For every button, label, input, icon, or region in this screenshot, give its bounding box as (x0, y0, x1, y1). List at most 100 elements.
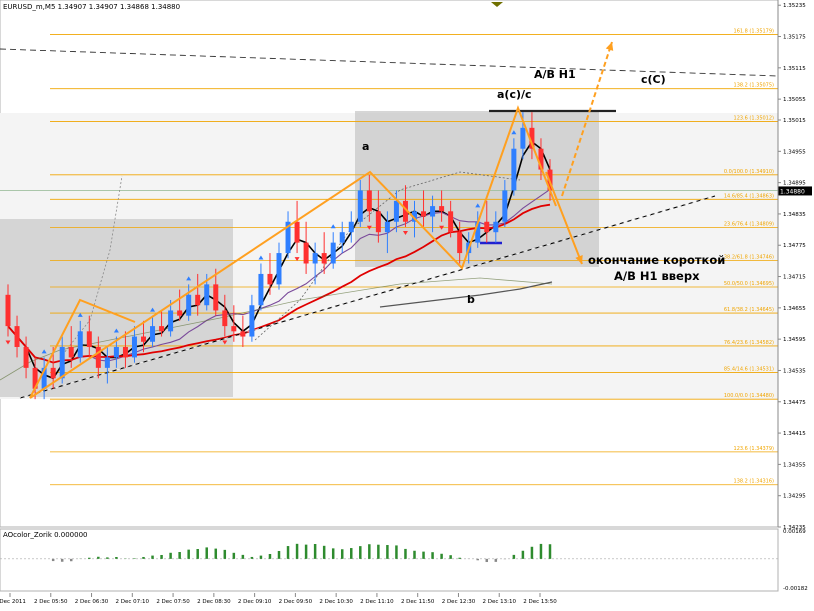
time-tick-label: 2 Dec 07:10 (116, 599, 150, 605)
candle-body (384, 221, 390, 233)
candle-body (321, 253, 327, 264)
chart-shift-marker (491, 2, 503, 7)
candle-body (312, 253, 318, 264)
fractal-down-marker (222, 340, 228, 345)
fractal-down-marker (402, 230, 408, 235)
candle-body (177, 310, 183, 316)
fib-level-label: 50.0/50.0 (1.34695) (724, 281, 774, 287)
fractal-down-marker (439, 225, 445, 230)
fib-level-label: 76.4/23.6 (1.34582) (724, 340, 774, 346)
candle-body (32, 367, 38, 389)
candle-body (59, 346, 65, 379)
candle-body (122, 346, 128, 358)
annotation-line-1: окончание короткой (588, 253, 725, 267)
fractal-up-marker (186, 276, 192, 281)
candle-body (276, 253, 282, 285)
time-tick-label: 2 Dec 09:50 (279, 599, 313, 605)
symbol-header: EURUSD_m,M5 1.34907 1.34907 1.34868 1.34… (3, 3, 181, 11)
price-tick-label: 1.34535 (783, 368, 806, 374)
fractal-up-marker (150, 307, 156, 312)
candle-body (195, 294, 201, 306)
fib-level-label: 85.4/14.6 (1.34531) (724, 367, 774, 373)
time-tick-label: 2 Dec 13:50 (523, 599, 557, 605)
candle-body (430, 206, 436, 217)
ab-h1-label: A/B H1 (534, 68, 576, 81)
fib-level-label: 100.0/0.0 (1.34480) (724, 393, 774, 399)
price-tick-label: 1.34895 (783, 181, 806, 187)
candle-body (41, 367, 47, 389)
range-box-right (355, 111, 599, 267)
candle-body (131, 336, 137, 358)
oscillator-tick-label: 0.00169 (783, 529, 806, 535)
time-tick-label: 2 Dec 10:30 (319, 599, 353, 605)
fib-level-label: 123.6 (1.34379) (734, 446, 775, 452)
ma-long-line (0, 277, 553, 381)
time-tick-label: 2 Dec 05:50 (34, 599, 68, 605)
price-tick-label: 1.34295 (783, 494, 806, 500)
fractal-up-marker (511, 130, 517, 135)
wave-count-path (29, 105, 557, 399)
ma-trend-segment (379, 281, 553, 308)
fractal-down-marker (294, 257, 300, 262)
wave-count-inner (29, 298, 136, 399)
candle-body (204, 284, 210, 306)
projection-arrow-down-head (575, 255, 583, 264)
candle-body (231, 326, 237, 332)
candle-body (538, 148, 544, 170)
fib-level-label: 61.8/38.2 (1.34645) (724, 307, 774, 313)
projection-arrow-down (545, 171, 583, 265)
fib-level-label: 14.6/85.4 (1.34863) (724, 193, 774, 199)
price-tick-label: 1.34415 (783, 431, 806, 437)
candle-body (412, 211, 417, 222)
wave-label-b: b (467, 293, 475, 306)
price-tick-label: 1.34475 (783, 400, 806, 406)
candle-body (475, 221, 481, 243)
fib-level-label: 138.2 (1.34316) (734, 479, 775, 485)
candle-body (168, 310, 174, 332)
candle-body (50, 367, 56, 379)
candle-body (95, 346, 101, 368)
candle-body (357, 190, 363, 222)
fractal-up-marker (475, 203, 481, 208)
candle-body (240, 331, 246, 337)
oscillator-header: AOcolor_Zorik 0.000000 (3, 531, 88, 539)
time-tick-label: 2 Dec 11:10 (360, 599, 394, 605)
price-tick-label: 1.34595 (783, 337, 806, 343)
time-tick-label: 2 Dec 2011 (0, 599, 26, 605)
fractal-down-marker (5, 340, 11, 345)
price-tick-label: 1.35115 (783, 66, 806, 72)
candle-body (303, 242, 309, 264)
candle-body (511, 148, 517, 191)
candle-body (330, 242, 336, 264)
price-tick-label: 1.34715 (783, 275, 806, 281)
fractal-up-marker (77, 312, 83, 317)
oscillator-tick-label: -0.00182 (783, 586, 808, 592)
candle-body (267, 273, 273, 285)
time-tick-label: 2 Dec 12:30 (442, 599, 476, 605)
fib-level-label: 138.2 (1.35075) (734, 83, 775, 89)
candle-body (186, 294, 192, 316)
time-tick-label: 2 Dec 06:30 (75, 599, 109, 605)
candle-body (222, 310, 228, 327)
price-tick-label: 1.34775 (783, 243, 806, 249)
candle-body (529, 127, 535, 149)
candle-body (86, 331, 92, 347)
candle-body (421, 211, 427, 217)
candle-body (294, 221, 300, 243)
price-tick-label: 1.34955 (783, 149, 806, 155)
candle-body (348, 221, 354, 233)
wave-label-cC: c(C) (641, 73, 666, 86)
fractal-up-marker (258, 255, 264, 260)
fib-level-label: 161.8 (1.35179) (734, 28, 775, 34)
projection-arrow-up-head (605, 42, 614, 51)
candle-body (484, 221, 490, 233)
candle-body (493, 221, 499, 233)
candle-body (150, 326, 156, 342)
candle-body (104, 357, 110, 368)
channel-dotted-left (59, 175, 123, 359)
candle-body (113, 346, 119, 358)
price-tick-label: 1.34235 (783, 525, 806, 531)
fractal-up-marker (330, 224, 336, 229)
